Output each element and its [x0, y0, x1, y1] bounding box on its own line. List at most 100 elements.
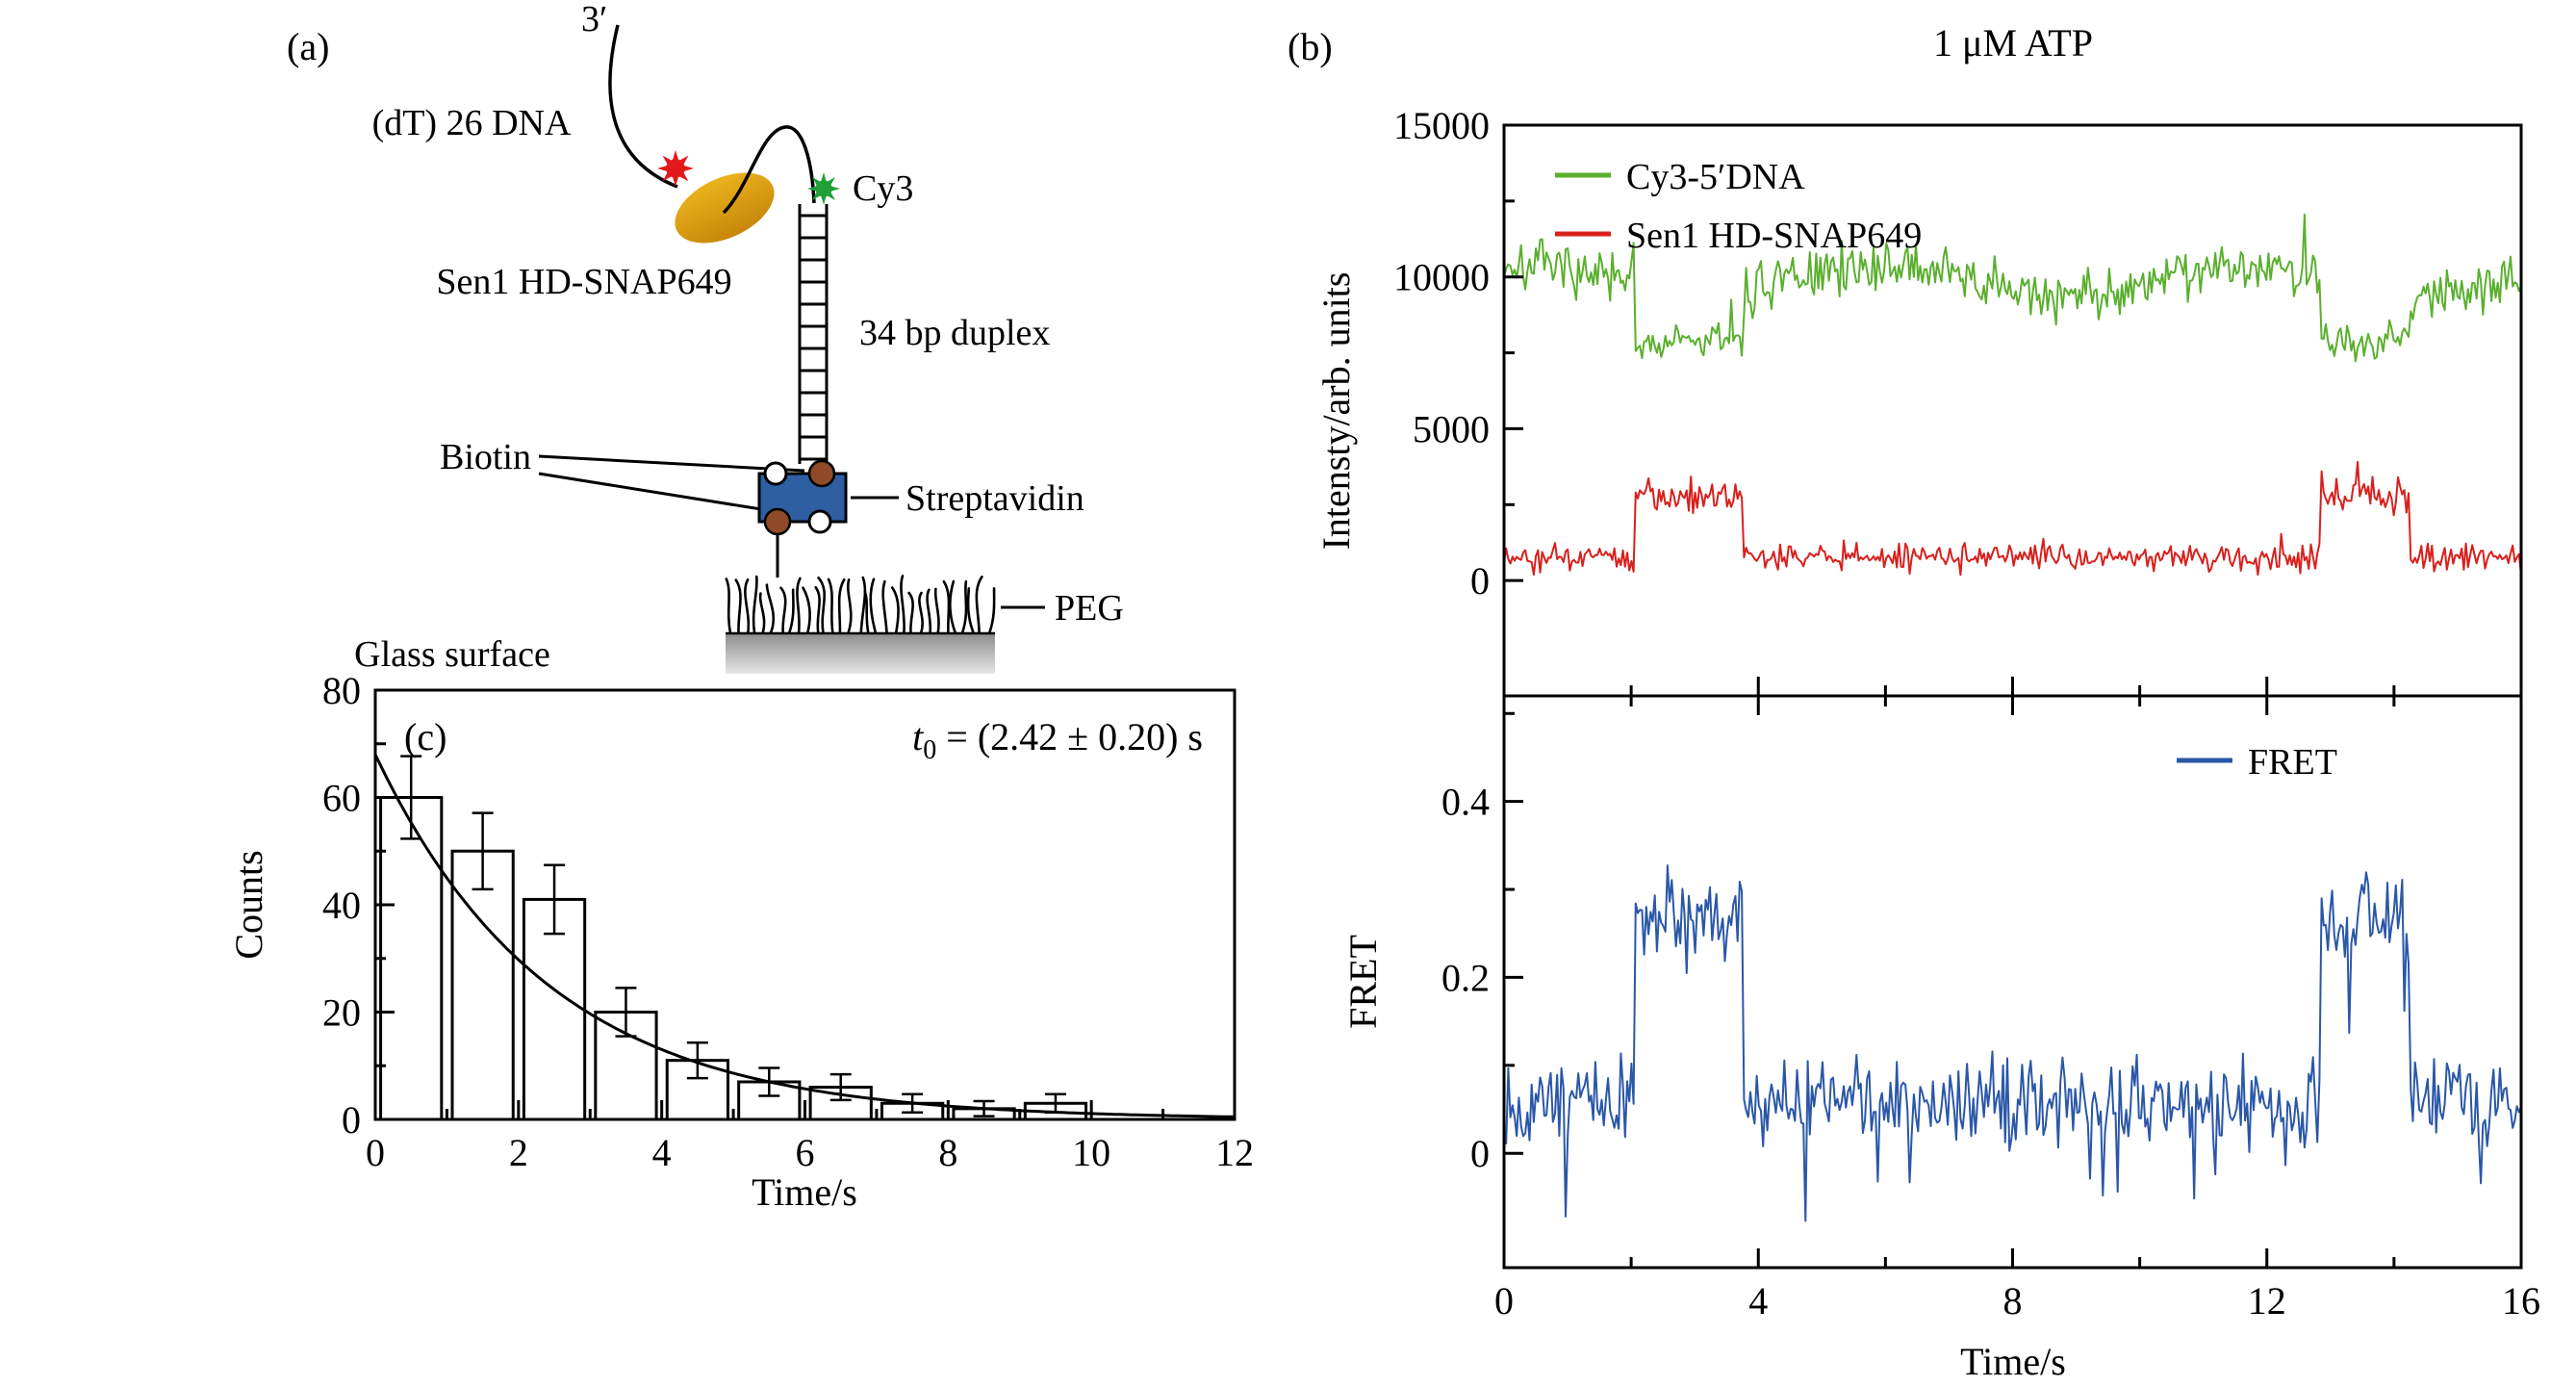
trace-cy3-5-dna	[1504, 213, 2521, 363]
peg-strand	[765, 583, 776, 634]
peg-strand	[881, 579, 888, 634]
duplex-label: 34 bp duplex	[859, 313, 1050, 353]
panel-b-title: 1 μM ATP	[1933, 21, 2093, 64]
peg-strand	[949, 579, 956, 634]
y-tick-label: 20	[322, 991, 361, 1035]
x-tick-label: 0	[1494, 1279, 1514, 1323]
peg-strand	[837, 578, 846, 634]
streptavidin-notch-top	[763, 461, 788, 486]
glass-surface-label: Glass surface	[354, 634, 550, 675]
streptavidin-label: Streptavidin	[905, 478, 1084, 519]
peg-strand	[817, 577, 826, 634]
fit-annotation-t: t	[912, 715, 924, 758]
x-tick-label: 4	[1748, 1279, 1768, 1323]
legend-label-cy3: Cy3-5′DNA	[1626, 157, 1805, 197]
y-tick-label: 80	[322, 669, 361, 712]
y-tick-label: 0	[342, 1098, 361, 1142]
legend-label-fret: FRET	[2248, 742, 2337, 783]
y-tick-label: 0	[1470, 1132, 1490, 1175]
panel-b-legend: Cy3-5′DNA Sen1 HD-SNAP649	[1555, 157, 1922, 256]
y-tick-label: 15000	[1393, 104, 1490, 147]
biotin-label: Biotin	[440, 437, 531, 477]
peg-strand	[744, 578, 751, 634]
peg-strand	[796, 577, 802, 634]
fit-annotation-rest: = (2.42 ± 0.20) s	[936, 715, 1203, 758]
peg-strand	[734, 578, 742, 634]
intensity-plot-area: 0 5000 10000 15000	[1393, 104, 2523, 698]
snap649-red-dye-icon	[657, 150, 694, 187]
peg-strand	[933, 587, 940, 634]
peg-label: PEG	[1055, 588, 1124, 629]
peg-strand	[966, 587, 975, 634]
peg-strand	[859, 576, 867, 634]
x-tick-label: 0	[366, 1131, 385, 1174]
streptavidin-notch-bottom	[807, 509, 832, 534]
panel-b-time-axis-label: Time/s	[1960, 1340, 2066, 1383]
x-tick-label: 8	[2003, 1279, 2023, 1323]
panel-c-label: (c)	[404, 715, 446, 758]
dt26-dna-label: (dT) 26 DNA	[372, 103, 572, 143]
b-bottom-plot-traces	[1504, 864, 2521, 1222]
x-tick-label: 2	[509, 1131, 528, 1174]
intensity-axis-label: Intensty/arb. units	[1314, 272, 1358, 551]
peg-strand	[918, 591, 924, 634]
fit-annotation-sub: 0	[923, 735, 936, 765]
linker-strand-curve	[722, 125, 816, 215]
x-tick-label: 12	[1215, 1131, 1254, 1174]
fit-annotation: t0 = (2.42 ± 0.20) s	[912, 715, 1203, 765]
biotin-pointer-line-bottom	[538, 472, 768, 512]
sen1-protein-blob	[675, 172, 775, 244]
dna-duplex-ladder	[798, 204, 829, 464]
y-tick-label: 60	[322, 777, 361, 820]
histogram-bars	[379, 796, 1088, 1121]
y-tick-label: 0.2	[1441, 956, 1490, 999]
peg-strand	[802, 586, 811, 634]
x-tick-label: 8	[938, 1131, 957, 1174]
fret-plot-area: 0 0.2 0.4 0 4 8 12 16	[1441, 694, 2540, 1323]
peg-strand	[788, 588, 795, 634]
panel-c-time-axis-label: Time/s	[752, 1170, 857, 1214]
peg-strand	[779, 586, 787, 634]
y-tick-label: 5000	[1413, 407, 1490, 450]
dye-star-core	[815, 180, 832, 197]
x-tick-label: 4	[652, 1131, 672, 1174]
peg-strand	[752, 575, 758, 634]
peg-strand	[758, 592, 766, 634]
peg-strand	[900, 575, 905, 634]
x-tick-label: 16	[2502, 1279, 2540, 1323]
y-tick-label: 0.4	[1441, 781, 1490, 824]
panel-b-label: (b)	[1288, 25, 1333, 68]
peg-strand	[725, 578, 732, 634]
peg-strand	[942, 579, 951, 634]
x-tick-label: 12	[2248, 1279, 2286, 1323]
panel-a-schematic: (a) 3′ (dT) 26 DNA Sen1 HD-SNAP649 Cy3 3…	[287, 0, 1124, 675]
peg-strand	[960, 579, 968, 634]
peg-strand	[827, 578, 834, 634]
peg-strand	[926, 588, 932, 634]
peg-strand	[975, 575, 983, 634]
y-tick-label: 40	[322, 884, 361, 927]
peg-strand	[846, 578, 853, 634]
peg-strand	[988, 587, 996, 634]
peg-brush-strands	[725, 575, 996, 634]
cy3-green-dye-icon	[807, 172, 840, 205]
dye-star-core	[666, 159, 685, 178]
fret-legend: FRET	[2177, 742, 2337, 783]
panel-b-traces: (b) 1 μM ATP 0 5000 10000 15000 0 0.2 0.4 0 4 8 1…	[1288, 21, 2540, 1383]
counts-axis-label: Counts	[227, 850, 270, 959]
panel-a-label: (a)	[287, 25, 329, 68]
histogram-plot-area: 0 20 40 60 80 0 2 4 6 8 10 12	[322, 669, 1254, 1174]
x-tick-label: 10	[1072, 1131, 1110, 1174]
histogram-bar	[450, 849, 515, 1121]
biotin-pointer-line-top	[538, 454, 805, 473]
histogram-bar	[379, 796, 444, 1121]
peg-strand	[814, 585, 821, 634]
fret-axis-label: FRET	[1341, 935, 1385, 1029]
peg-strand	[891, 586, 900, 634]
three-prime-label: 3′	[581, 0, 607, 39]
peg-strand	[863, 590, 870, 634]
y-tick-label: 0	[1470, 559, 1490, 603]
plot-frame	[1502, 123, 2523, 698]
